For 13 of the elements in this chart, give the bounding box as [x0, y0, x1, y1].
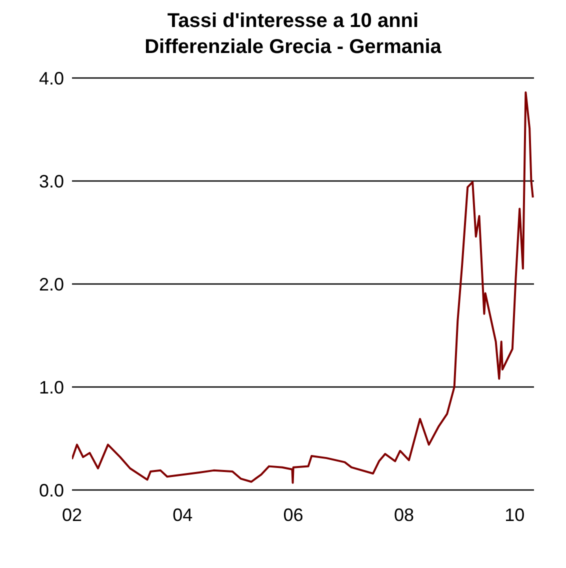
y-tick-label: 0.0: [38, 480, 64, 500]
y-tick-label: 1.0: [38, 377, 64, 398]
y-tick-label: 2.0: [38, 274, 64, 294]
x-tick-label: 04: [172, 504, 193, 525]
x-tick-label: 10: [504, 504, 525, 525]
line-series: [72, 91, 534, 484]
y-tick-label: 4.0: [38, 68, 64, 88]
chart-title: Tassi d'interesse a 10 anni: [166, 9, 420, 34]
x-tick-label: 08: [394, 504, 414, 525]
chart-subtitle: Differenziale Grecia - Germania: [144, 35, 442, 60]
x-tick-label: 06: [283, 504, 304, 525]
x-tick-label: 02: [62, 504, 82, 525]
y-tick-label: 3.0: [38, 171, 64, 192]
